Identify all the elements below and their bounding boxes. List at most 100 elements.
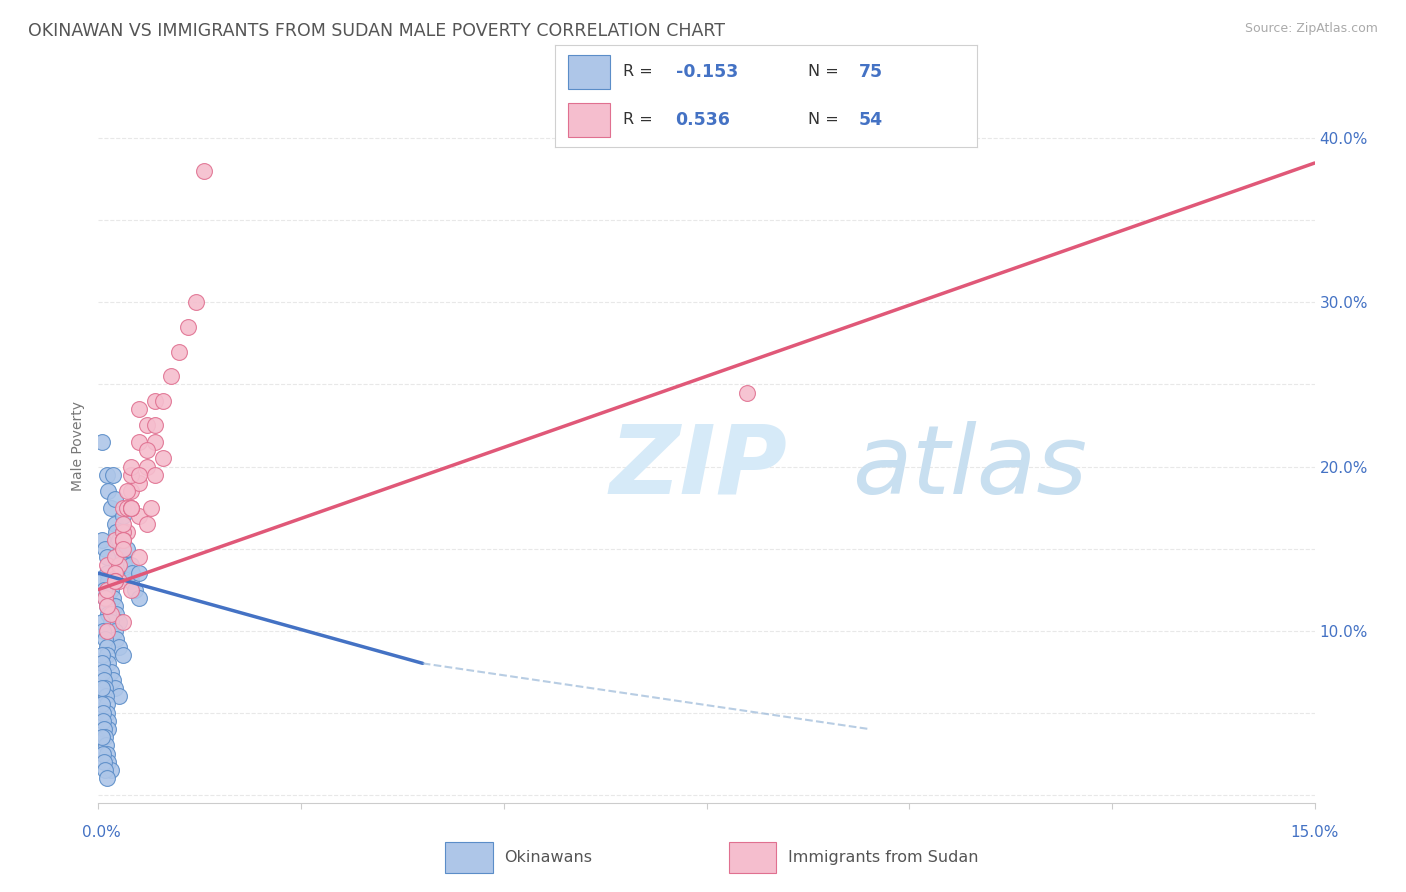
Point <box>111 541 134 556</box>
Point <box>111 533 134 548</box>
Point <box>91 714 114 728</box>
Point <box>94 730 117 744</box>
Point <box>100 763 122 777</box>
Point <box>115 541 138 556</box>
Point <box>94 689 117 703</box>
Point <box>120 558 142 572</box>
Point <box>96 698 118 712</box>
Text: -0.153: -0.153 <box>675 62 738 81</box>
Point <box>101 673 124 687</box>
Point <box>111 525 134 540</box>
Point <box>143 418 166 433</box>
Point <box>124 582 146 597</box>
Point <box>160 369 183 384</box>
Point <box>184 295 207 310</box>
Point <box>128 549 150 564</box>
Text: N =: N = <box>808 112 839 128</box>
Point <box>107 558 129 572</box>
Point <box>104 574 127 589</box>
Point <box>104 681 127 695</box>
Point <box>111 516 134 531</box>
Bar <box>568 55 610 88</box>
Point <box>96 599 118 613</box>
Point <box>176 320 198 334</box>
Text: atlas: atlas <box>852 421 1087 514</box>
Point <box>111 648 134 662</box>
Point <box>91 730 114 744</box>
Point <box>100 615 122 630</box>
Text: 0.536: 0.536 <box>675 111 731 129</box>
Point <box>104 574 127 589</box>
Point <box>96 624 118 638</box>
Point <box>100 665 122 679</box>
Point <box>128 591 150 605</box>
Point <box>169 344 191 359</box>
Point <box>128 508 150 523</box>
Point <box>136 443 159 458</box>
Point <box>96 747 118 761</box>
Bar <box>728 842 776 872</box>
Point <box>91 434 114 449</box>
Point <box>128 566 150 581</box>
Point <box>111 615 134 630</box>
Point <box>96 599 118 613</box>
Point <box>94 681 117 695</box>
Point <box>101 467 124 482</box>
Point <box>104 624 127 638</box>
Point <box>120 459 142 474</box>
Text: OKINAWAN VS IMMIGRANTS FROM SUDAN MALE POVERTY CORRELATION CHART: OKINAWAN VS IMMIGRANTS FROM SUDAN MALE P… <box>28 22 725 40</box>
Point <box>101 591 124 605</box>
Text: 15.0%: 15.0% <box>1291 825 1339 840</box>
Point <box>111 500 134 515</box>
Point <box>111 549 134 564</box>
Point <box>96 648 118 662</box>
Point <box>97 607 120 622</box>
Point <box>111 508 134 523</box>
Point <box>107 574 129 589</box>
Point <box>91 533 114 548</box>
Point <box>105 632 128 646</box>
Point <box>96 467 118 482</box>
Text: R =: R = <box>623 112 652 128</box>
Point <box>96 771 118 785</box>
Point <box>107 640 129 654</box>
Point <box>112 558 135 572</box>
Point <box>96 549 118 564</box>
Point <box>97 657 120 671</box>
Point <box>104 516 127 531</box>
Point <box>91 747 114 761</box>
Point <box>97 722 120 736</box>
Text: 54: 54 <box>859 111 883 129</box>
Point <box>120 467 142 482</box>
Point <box>91 615 114 630</box>
Point <box>107 533 129 548</box>
Point <box>152 451 174 466</box>
Point <box>128 475 150 490</box>
Point <box>91 706 114 720</box>
Point <box>143 434 166 449</box>
Point <box>104 549 127 564</box>
Point <box>94 632 117 646</box>
Point <box>96 558 118 572</box>
Point <box>120 574 142 589</box>
Point <box>96 640 118 654</box>
Point <box>91 648 114 662</box>
Point <box>107 689 129 703</box>
Point <box>91 657 114 671</box>
Point <box>91 574 114 589</box>
Point <box>128 434 150 449</box>
Point <box>91 665 114 679</box>
Point <box>115 525 138 540</box>
Text: N =: N = <box>808 64 839 79</box>
Point <box>121 566 143 581</box>
Point <box>120 500 142 515</box>
Point <box>93 755 115 769</box>
Point <box>91 698 114 712</box>
Point <box>104 492 127 507</box>
Bar <box>446 842 492 872</box>
Point <box>96 566 118 581</box>
Point <box>97 755 120 769</box>
Text: 0.0%: 0.0% <box>82 825 121 840</box>
Point <box>136 459 159 474</box>
Point <box>97 714 120 728</box>
